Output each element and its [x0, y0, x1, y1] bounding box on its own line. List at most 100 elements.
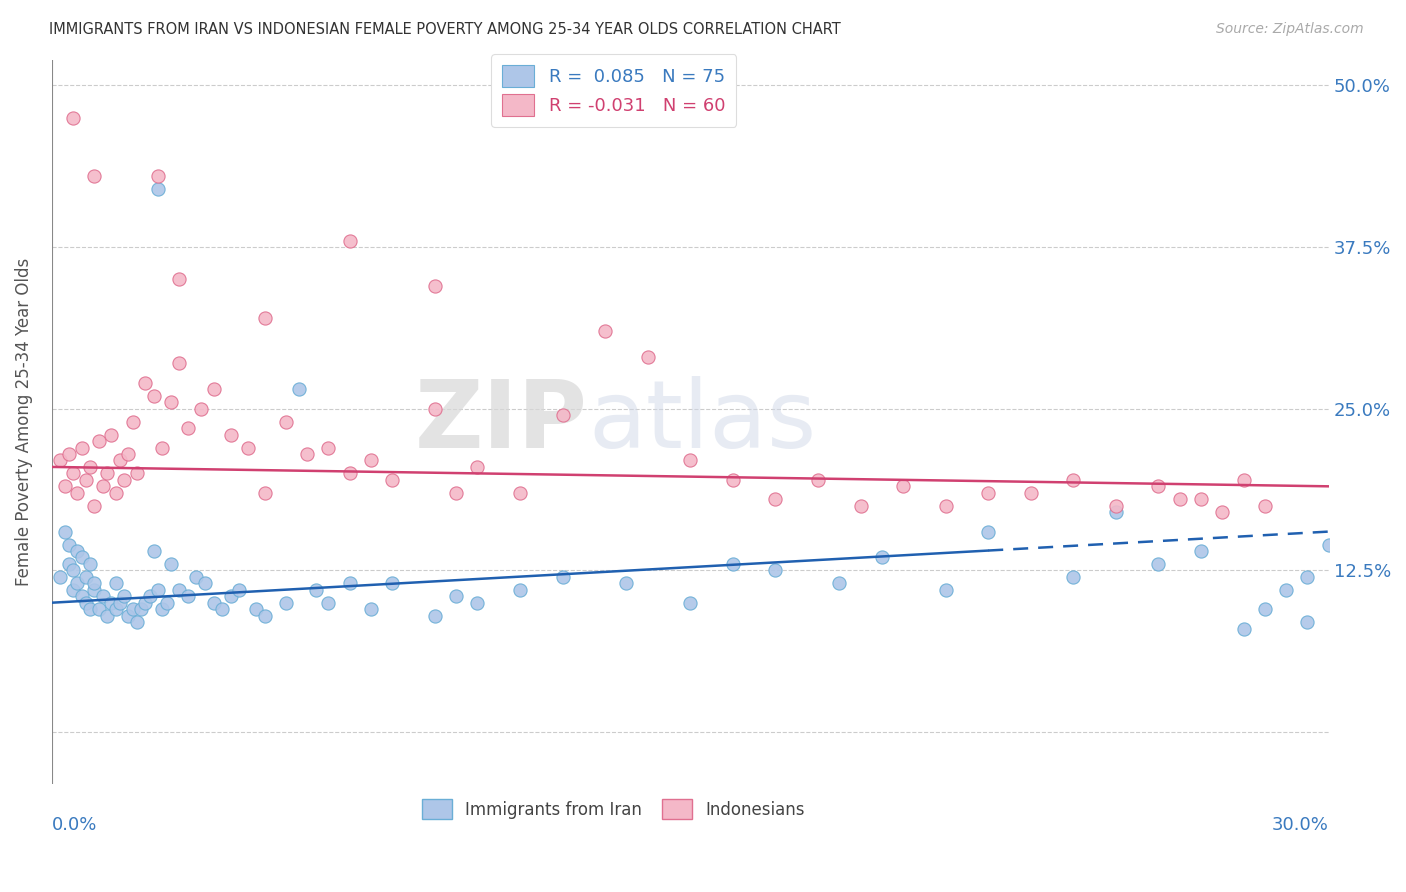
Point: [721, 557, 744, 571]
Point: [49, 453, 72, 467]
Point: [152, 441, 174, 455]
Point: [228, 582, 250, 597]
Point: [79, 459, 101, 474]
Point: [104, 485, 127, 500]
Point: [83, 499, 105, 513]
Point: [117, 608, 139, 623]
Point: [935, 582, 957, 597]
Point: [551, 408, 574, 422]
Point: [66, 544, 89, 558]
Point: [253, 311, 276, 326]
Text: 0.0%: 0.0%: [52, 816, 97, 834]
Point: [1296, 570, 1319, 584]
Point: [87, 602, 110, 616]
Point: [169, 272, 191, 286]
Point: [146, 182, 169, 196]
Point: [935, 499, 957, 513]
Point: [87, 434, 110, 448]
Point: [721, 473, 744, 487]
Point: [763, 563, 786, 577]
Point: [125, 615, 148, 629]
Point: [112, 589, 135, 603]
Point: [381, 576, 404, 591]
Point: [160, 557, 183, 571]
Point: [112, 473, 135, 487]
Point: [1147, 479, 1170, 493]
Point: [616, 576, 638, 591]
Point: [91, 479, 114, 493]
Y-axis label: Female Poverty Among 25-34 Year Olds: Female Poverty Among 25-34 Year Olds: [15, 258, 32, 586]
Point: [194, 576, 217, 591]
Point: [219, 589, 242, 603]
Point: [129, 602, 152, 616]
Point: [679, 453, 702, 467]
Point: [295, 447, 318, 461]
Point: [339, 234, 361, 248]
Point: [236, 441, 259, 455]
Point: [977, 524, 1000, 539]
Point: [79, 557, 101, 571]
Point: [83, 169, 105, 183]
Point: [423, 401, 446, 416]
Point: [593, 324, 616, 338]
Point: [360, 453, 382, 467]
Point: [169, 356, 191, 370]
Point: [274, 415, 297, 429]
Legend: Immigrants from Iran, Indonesians: Immigrants from Iran, Indonesians: [415, 792, 811, 826]
Point: [1233, 622, 1256, 636]
Point: [1275, 582, 1298, 597]
Point: [1189, 492, 1212, 507]
Point: [1062, 570, 1084, 584]
Point: [360, 602, 382, 616]
Point: [121, 415, 143, 429]
Point: [318, 441, 340, 455]
Point: [53, 524, 76, 539]
Point: [70, 550, 93, 565]
Point: [146, 582, 169, 597]
Point: [177, 421, 200, 435]
Point: [58, 447, 80, 461]
Point: [83, 576, 105, 591]
Point: [1147, 557, 1170, 571]
Point: [1062, 473, 1084, 487]
Point: [134, 596, 156, 610]
Point: [637, 350, 659, 364]
Point: [100, 427, 122, 442]
Point: [75, 570, 97, 584]
Point: [1296, 615, 1319, 629]
Point: [339, 467, 361, 481]
Point: [79, 602, 101, 616]
Point: [190, 401, 212, 416]
Point: [305, 582, 328, 597]
Point: [108, 453, 131, 467]
Point: [134, 376, 156, 390]
Point: [444, 485, 467, 500]
Point: [177, 589, 200, 603]
Text: IMMIGRANTS FROM IRAN VS INDONESIAN FEMALE POVERTY AMONG 25-34 YEAR OLDS CORRELAT: IMMIGRANTS FROM IRAN VS INDONESIAN FEMAL…: [49, 22, 841, 37]
Point: [1233, 473, 1256, 487]
Point: [807, 473, 830, 487]
Point: [152, 602, 174, 616]
Point: [186, 570, 208, 584]
Point: [62, 563, 84, 577]
Point: [509, 582, 531, 597]
Point: [58, 537, 80, 551]
Point: [339, 576, 361, 591]
Point: [96, 608, 118, 623]
Point: [467, 459, 489, 474]
Point: [274, 596, 297, 610]
Point: [202, 382, 225, 396]
Point: [53, 479, 76, 493]
Point: [117, 447, 139, 461]
Point: [146, 169, 169, 183]
Point: [467, 596, 489, 610]
Point: [444, 589, 467, 603]
Point: [142, 389, 165, 403]
Point: [1317, 537, 1340, 551]
Point: [91, 589, 114, 603]
Point: [1168, 492, 1191, 507]
Point: [211, 602, 233, 616]
Point: [138, 589, 160, 603]
Point: [423, 279, 446, 293]
Point: [509, 485, 531, 500]
